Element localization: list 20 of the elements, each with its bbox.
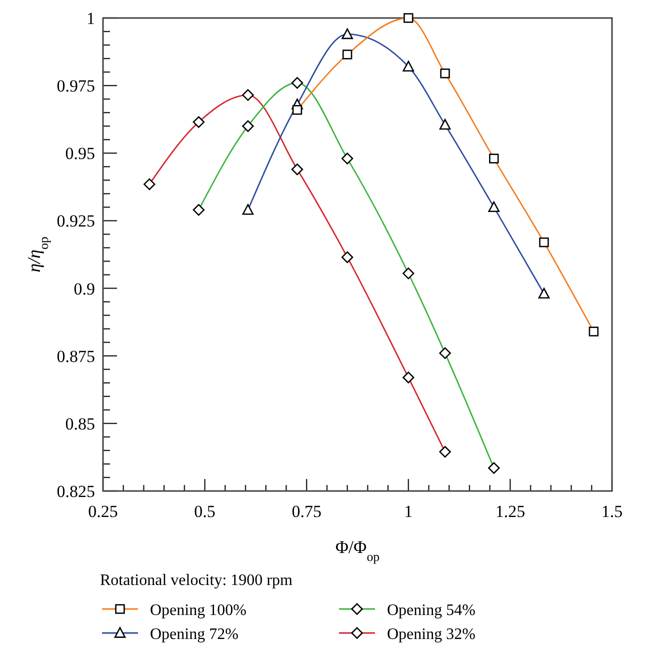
legend-label: Opening 100% <box>150 602 246 619</box>
x-tick-label: 1.25 <box>495 502 526 521</box>
x-tick-label: 1 <box>404 502 413 521</box>
y-tick-label: 0.825 <box>56 482 95 501</box>
y-tick-label: 0.925 <box>56 212 95 231</box>
x-axis-title: Φ/Φ$_{op}$ <box>335 537 380 564</box>
x-tick-label: 1.5 <box>601 502 623 521</box>
legend-title: Rotational velocity: 1900 rpm <box>100 572 293 589</box>
x-tick-label: 0.5 <box>194 502 216 521</box>
legend-label: Opening 72% <box>150 626 238 643</box>
legend-label: Opening 54% <box>387 602 476 619</box>
y-tick-label: 1 <box>86 9 95 28</box>
legend-label: Opening 32% <box>387 626 476 643</box>
x-tick-label: 0.25 <box>88 502 118 521</box>
y-tick-label: 0.85 <box>65 414 95 434</box>
y-tick-label: 0.95 <box>65 144 95 164</box>
y-tick-label: 0.875 <box>56 346 95 366</box>
y-tick-label: 0.9 <box>74 279 95 298</box>
y-tick-label: 0.975 <box>56 76 95 96</box>
x-tick-label: 0.75 <box>292 502 322 521</box>
